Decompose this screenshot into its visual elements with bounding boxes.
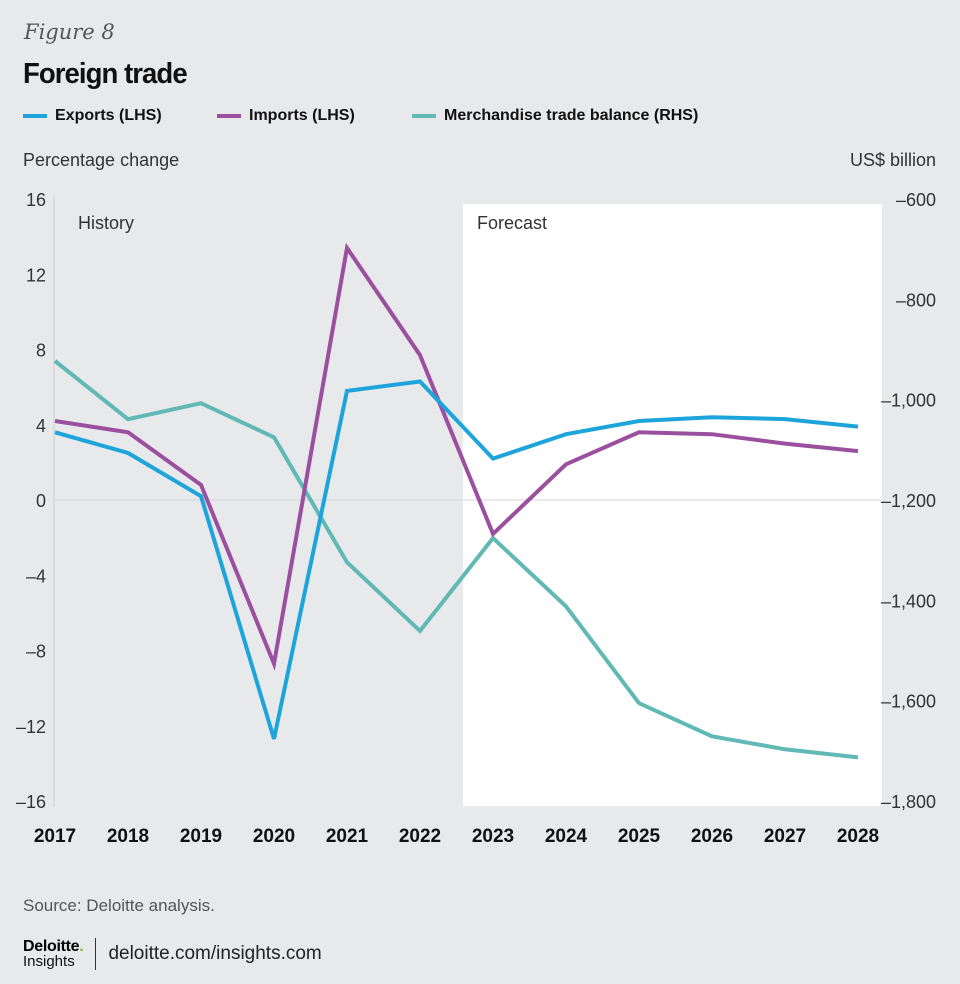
legend-item-imports: Imports (LHS)	[217, 107, 355, 125]
footer-divider	[95, 938, 97, 970]
right-tick-label: –1,600	[881, 692, 936, 712]
figure-label: Figure 8	[24, 20, 115, 44]
deloitte-insights-logo: Deloitte. Insights	[23, 938, 84, 970]
right-tick-label: –1,000	[881, 391, 936, 411]
left-tick-label: 12	[26, 265, 46, 285]
right-axis-ticks: –600 –800 –1,000 –1,200 –1,400 –1,600 –1,800	[881, 190, 936, 812]
footer-url-link[interactable]: deloitte.com/insights.com	[108, 943, 322, 964]
series-line-balance	[53, 359, 859, 760]
right-axis-title: US$ billion	[849, 150, 936, 170]
legend-swatch-balance	[412, 114, 436, 118]
left-tick-label: –16	[16, 792, 46, 812]
x-axis-ticks: 2017 2018 2019 2020 2021 2022 2023 2024 2025 2026…	[34, 826, 879, 847]
x-tick-label: 2027	[764, 826, 806, 847]
right-tick-label: –800	[896, 290, 936, 310]
left-tick-label: 0	[36, 491, 46, 511]
series-line-imports	[54, 242, 859, 671]
left-tick-label: 4	[36, 416, 46, 436]
series-lines	[53, 242, 859, 760]
legend-swatch-imports	[217, 114, 241, 118]
footer: Deloitte. Insights deloitte.com/insights…	[23, 938, 322, 970]
right-tick-label: –600	[896, 190, 936, 210]
legend-item-exports: Exports (LHS)	[23, 107, 162, 125]
left-axis-ticks: 16 12 8 4 0 –4 –8 –12 –16	[16, 190, 46, 812]
x-tick-label: 2022	[399, 826, 441, 847]
x-tick-label: 2026	[691, 826, 733, 847]
x-tick-label: 2018	[107, 826, 149, 847]
x-tick-label: 2017	[34, 826, 76, 847]
left-axis-title: Percentage change	[23, 150, 180, 170]
legend-label-imports: Imports (LHS)	[249, 107, 355, 124]
left-tick-label: –8	[26, 642, 46, 662]
source-note: Source: Deloitte analysis.	[23, 896, 215, 915]
brand-name: Deloitte	[23, 938, 80, 955]
legend-item-balance: Merchandise trade balance (RHS)	[412, 107, 698, 125]
x-tick-label: 2020	[253, 826, 295, 847]
left-tick-label: –4	[26, 566, 46, 586]
right-tick-label: –1,200	[881, 491, 936, 511]
x-tick-label: 2019	[180, 826, 222, 847]
x-tick-label: 2028	[837, 826, 879, 847]
brand-dot: .	[79, 938, 84, 955]
x-tick-label: 2024	[545, 826, 588, 847]
x-tick-label: 2023	[472, 826, 514, 847]
legend-swatch-exports	[23, 114, 47, 118]
right-tick-label: –1,800	[881, 792, 936, 812]
legend-label-balance: Merchandise trade balance (RHS)	[444, 107, 699, 124]
left-tick-label: –12	[16, 717, 46, 737]
left-tick-label: 8	[36, 341, 46, 361]
left-tick-label: 16	[26, 190, 46, 210]
chart-title: Foreign trade	[23, 58, 188, 90]
x-tick-label: 2025	[618, 826, 661, 847]
forecast-region	[463, 204, 882, 806]
forecast-annotation: Forecast	[477, 213, 547, 233]
history-annotation: History	[78, 213, 134, 233]
series-line-exports	[54, 379, 859, 740]
brand-subtitle: Insights	[23, 953, 75, 970]
right-tick-label: –1,400	[881, 591, 936, 611]
x-tick-label: 2021	[326, 826, 369, 847]
legend-label-exports: Exports (LHS)	[55, 107, 162, 124]
